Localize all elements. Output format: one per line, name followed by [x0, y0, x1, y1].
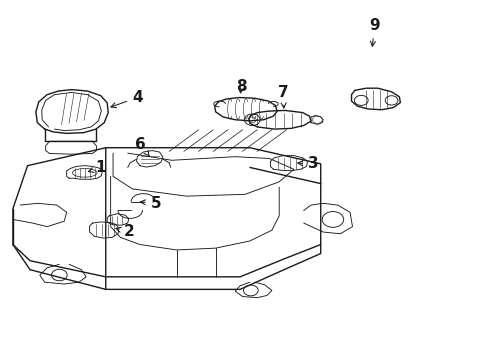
Text: 4: 4: [111, 90, 143, 108]
Text: 6: 6: [135, 137, 149, 157]
Text: 7: 7: [278, 85, 289, 108]
Text: 1: 1: [89, 160, 106, 175]
Text: 9: 9: [369, 18, 380, 46]
Text: 2: 2: [116, 225, 134, 239]
Text: 3: 3: [298, 156, 319, 171]
Text: 5: 5: [141, 196, 161, 211]
Text: 8: 8: [236, 79, 246, 94]
